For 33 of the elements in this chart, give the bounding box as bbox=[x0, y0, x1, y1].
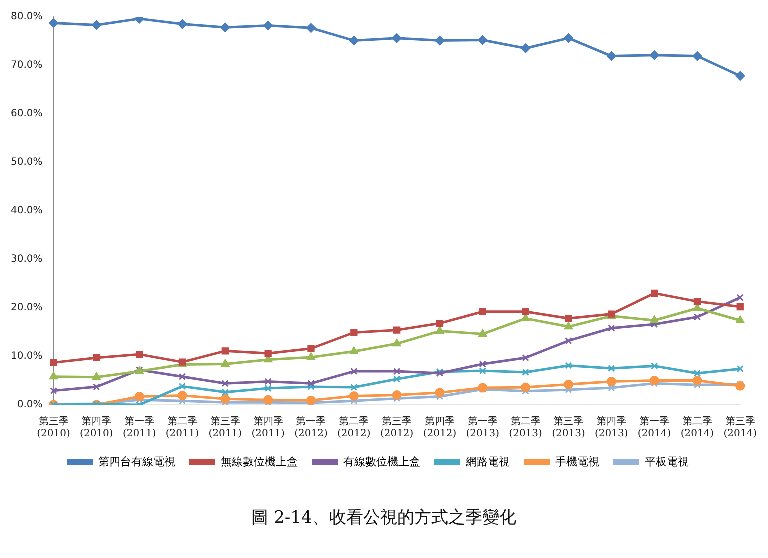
x-tick-label: 第四季 (2012) bbox=[423, 416, 457, 440]
legend-label: 第四台有線電視 bbox=[98, 455, 176, 468]
y-tick-label: 70.0% bbox=[10, 60, 43, 72]
x-tick-label: 第三季 (2010) bbox=[37, 416, 70, 440]
x-tick-label: 第一季 (2014) bbox=[638, 416, 672, 440]
legend-label: 有線數位機上盒 bbox=[344, 455, 420, 468]
y-tick-label: 10.0% bbox=[10, 351, 43, 362]
x-tick-label: 第二季 (2014) bbox=[680, 416, 714, 440]
y-tick-label: 50.0% bbox=[10, 157, 43, 168]
legend-label: 網路電視 bbox=[465, 455, 510, 468]
x-tick-label: 第三季 (2011) bbox=[208, 416, 242, 440]
legend-label: 無線數位機上盒 bbox=[221, 455, 298, 468]
legend-label: 平板電視 bbox=[645, 455, 689, 468]
x-tick-label: 第三季 (2012) bbox=[380, 416, 414, 440]
x-tick-label: 第四季 (2013) bbox=[595, 416, 628, 440]
x-tick-label: 第一季 (2011) bbox=[122, 416, 156, 440]
x-tick-label: 第一季 (2013) bbox=[466, 416, 500, 440]
x-tick-label: 第三季 (2013) bbox=[552, 416, 586, 440]
text: 圖 2-14、收看公視的方式之季變化 bbox=[250, 507, 518, 529]
y-tick-label: 20.0% bbox=[10, 302, 43, 314]
legend-label: 手機電視 bbox=[556, 455, 600, 468]
x-tick-label: 第二季 (2011) bbox=[166, 416, 200, 440]
y-tick-label: 60.0% bbox=[10, 108, 43, 120]
x-tick-label: 第四季 (2010) bbox=[80, 416, 114, 440]
y-tick-label: 40.0% bbox=[10, 206, 43, 217]
x-tick-label: 第四季 (2011) bbox=[252, 416, 286, 440]
x-tick-label: 第三季 (2014) bbox=[724, 416, 758, 440]
x-tick-label: 第一季 (2012) bbox=[294, 416, 328, 440]
y-tick-label: 0.0% bbox=[17, 400, 43, 411]
y-tick-label: 30.0% bbox=[10, 254, 43, 266]
y-tick-label: 80.0% bbox=[10, 12, 43, 23]
x-tick-label: 第二季 (2012) bbox=[338, 416, 371, 440]
x-tick-label: 第二季 (2013) bbox=[509, 416, 543, 440]
